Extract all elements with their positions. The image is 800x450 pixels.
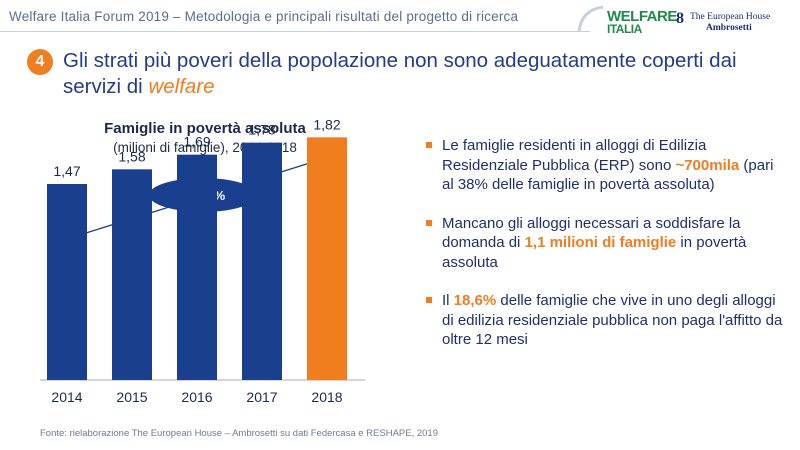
- european-house-logo-line2: Ambrosetti: [706, 23, 752, 33]
- bar-2018: [307, 137, 347, 380]
- header-text: Welfare Italia Forum 2019 – Metodologia …: [9, 9, 519, 24]
- chart-title: Famiglie in povertà assoluta: [104, 120, 306, 137]
- bullet-item: Le famiglie residenti in alloggi di Edil…: [424, 136, 784, 195]
- bullet-highlight: 1,1 milioni di famiglie: [524, 234, 677, 251]
- x-tick-label-2014: 2014: [51, 389, 82, 405]
- bullet-item: Mancano gli alloggi necessari a soddisfa…: [424, 214, 784, 273]
- european-house-logo: 8 The European House Ambrosetti: [676, 11, 796, 34]
- bar-2017: [242, 142, 282, 380]
- bullet-text: (pari al 38% delle famiglie in povertà a…: [442, 156, 774, 194]
- value-label-2018: 1,82: [313, 116, 340, 132]
- value-label-2015: 1,58: [118, 148, 145, 164]
- x-tick-label-2018: 2018: [311, 389, 342, 405]
- header-divider: [0, 31, 590, 32]
- bullet-item: Il 18,6% delle famiglie che vive in uno …: [424, 291, 784, 350]
- european-house-logo-line1: The European House: [690, 12, 771, 22]
- x-tick-label-2016: 2016: [181, 389, 212, 405]
- bullet-text: delle famiglie che vive in uno degli all…: [442, 292, 783, 348]
- page-title: Gli strati più poveri della popolazione …: [63, 48, 763, 100]
- bullet-text: in povertà assoluta: [442, 234, 747, 271]
- welfare-italia-logo: WELFARE ITALIA: [607, 8, 679, 36]
- bullet-highlight: 18,6%: [453, 292, 497, 309]
- bullet-list: Le famiglie residenti in alloggi di Edil…: [424, 136, 784, 369]
- x-tick-label-2017: 2017: [246, 389, 277, 405]
- page-title-emphasis: welfare: [148, 75, 215, 98]
- bullet-text: Mancano gli alloggi necessari a soddisfa…: [442, 214, 741, 252]
- bullet-text: Il: [442, 292, 454, 309]
- x-tick-label-2015: 2015: [116, 389, 147, 405]
- page-title-main: Gli strati più poveri della popolazione …: [63, 49, 737, 98]
- header-arc-logo-icon: [577, 5, 604, 33]
- value-label-2014: 1,47: [53, 163, 80, 179]
- source-note: Fonte: rielaborazione The European House…: [40, 428, 438, 439]
- bar-2015: [112, 169, 152, 380]
- value-label-2017: 1,78: [248, 122, 275, 138]
- value-label-2016: 1,69: [183, 134, 210, 150]
- bullet-highlight: ~700mila: [675, 156, 740, 174]
- bullet-text: Le famiglie residenti in alloggi di Edil…: [442, 137, 707, 174]
- european-house-mark-icon: 8: [676, 10, 684, 27]
- welfare-logo-line2: ITALIA: [607, 22, 642, 36]
- section-number-badge: 4: [27, 49, 53, 75]
- bar-2016: [177, 154, 217, 380]
- bar-2014: [47, 184, 87, 380]
- welfare-logo-line1: WELFARE: [607, 8, 677, 25]
